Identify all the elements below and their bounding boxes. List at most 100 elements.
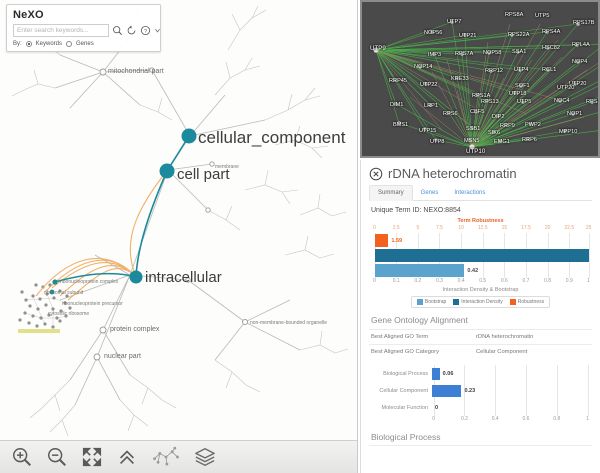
search-card[interactable]: NeXO ? By: xyxy=(6,4,161,52)
page-title: rDNA heterochromatin xyxy=(388,166,517,181)
radio-keywords[interactable] xyxy=(25,41,32,47)
go-bar-row-biological-process: Biological Process 0.06 xyxy=(369,365,592,382)
axis-tick: 0.2 xyxy=(414,278,422,284)
go-category-label: Molecular Function xyxy=(381,404,428,411)
legend-swatch-robustness xyxy=(509,299,516,305)
axis-tick: 7.5 xyxy=(435,225,443,231)
hub-node-utp9 xyxy=(373,47,379,53)
axis-tick: 0.8 xyxy=(544,278,552,284)
fit-screen-icon[interactable] xyxy=(81,446,103,468)
axis-tick: 17.5 xyxy=(521,225,531,231)
search-icon[interactable] xyxy=(112,25,123,36)
node-cellular-component xyxy=(181,128,197,144)
legend-label: Interaction Density xyxy=(461,299,503,305)
ontology-tree-panel[interactable]: mitochondrial part cellular_component me… xyxy=(0,0,358,473)
axis-tick: 1 xyxy=(587,278,591,284)
tab-summary[interactable]: Summary xyxy=(369,185,413,201)
network-icon[interactable] xyxy=(151,446,181,468)
go-bar-track: 0.06 xyxy=(432,365,592,382)
zoom-out-icon[interactable] xyxy=(46,446,68,468)
table-row: Best Aligned GO Category Cellular Compon… xyxy=(369,344,592,359)
tab-interactions[interactable]: Interactions xyxy=(454,190,486,196)
close-circle-icon[interactable] xyxy=(369,167,383,181)
by-label: By: xyxy=(13,41,22,47)
axis-tick: 0.6 xyxy=(522,416,530,422)
unique-term-id: Unique Term ID: NEXO:8854 xyxy=(371,207,461,214)
axis-tick: 0.9 xyxy=(565,278,573,284)
refresh-icon[interactable] xyxy=(126,25,137,36)
go-bar-row-molecular-function: Molecular Function 0 xyxy=(369,399,592,416)
details-header: rDNA heterochromatin xyxy=(369,160,592,185)
axis-tick: 0.8 xyxy=(553,416,561,422)
gene-interaction-network-panel[interactable]: UTP9 RPS8A UTP5 RPS17B UTP7 NOP56 UTP21 … xyxy=(360,0,600,158)
axis-tick: 0.3 xyxy=(435,278,443,284)
bar-value-bootstrap: 0.42 xyxy=(467,267,479,274)
axis-tick: 22.5 xyxy=(564,225,575,231)
ontology-tree-graphic[interactable] xyxy=(0,0,358,473)
axis-tick: 20 xyxy=(544,225,551,231)
layers-icon[interactable] xyxy=(194,446,216,468)
go-category-chart: Biological Process 0.06 Cellular Compone… xyxy=(369,365,592,424)
row-key: Best Aligned GO Term xyxy=(371,334,429,340)
axis-tick: 5 xyxy=(416,225,420,231)
svg-text:?: ? xyxy=(144,29,147,35)
x-axis-label: Interaction Density & Bootstrap xyxy=(442,287,519,293)
chart-title-term-robustness: Term Robustness xyxy=(457,218,504,224)
tab-genes[interactable]: Genes xyxy=(420,190,439,196)
bar-bootstrap xyxy=(374,264,465,277)
search-input[interactable] xyxy=(13,24,109,37)
legend-item-interaction-density: Interaction Density xyxy=(453,299,503,305)
zoom-in-icon[interactable] xyxy=(11,446,33,468)
row-key: Best Aligned GO Category xyxy=(371,349,439,355)
legend-label: Robustness xyxy=(517,299,545,305)
axis-tick: 0.6 xyxy=(500,278,508,284)
go-axis-ticks: 0 0.2 0.4 0.6 0.8 1 xyxy=(369,416,592,424)
hub-node-utp10 xyxy=(469,144,475,150)
go-category-label: Cellular Component xyxy=(379,387,428,394)
details-tabs: Summary Genes Interactions xyxy=(369,185,592,201)
axis-tick: 0.4 xyxy=(457,278,465,284)
app-title: NeXO xyxy=(13,9,44,21)
chevron-down-icon[interactable] xyxy=(154,25,161,36)
axis-tick: 1 xyxy=(586,416,589,422)
gene-network-graphic[interactable] xyxy=(362,2,598,156)
top-axis-ticks: 0 2.5 5 7.5 10 12.5 15 17.5 20 22.5 25 xyxy=(369,225,592,233)
go-bar-value: 0.06 xyxy=(442,370,454,377)
legend-label: Bootstrap xyxy=(424,299,447,305)
axis-tick: 15 xyxy=(501,225,508,231)
radio-keywords-label: Keywords xyxy=(35,41,63,47)
axis-tick: 25 xyxy=(585,225,592,231)
bar-row-bootstrap: 0.42 xyxy=(369,263,592,278)
term-details-panel[interactable]: rDNA heterochromatin Summary Genes Inter… xyxy=(360,160,600,473)
axis-tick: 2.5 xyxy=(392,225,400,231)
axis-tick: 0.4 xyxy=(491,416,499,422)
axis-tick: 0.1 xyxy=(392,278,400,284)
legend-item-robustness: Robustness xyxy=(509,299,545,305)
search-row: ? xyxy=(13,24,160,37)
chevrons-up-icon[interactable] xyxy=(116,446,138,468)
axis-tick: 10 xyxy=(458,225,464,231)
radio-genes-label: Genes xyxy=(76,41,94,47)
term-robustness-chart: Term Robustness 0 2.5 5 7.5 10 12.5 15 1… xyxy=(369,218,592,308)
chart-legend: Bootstrap Interaction Density Robustness xyxy=(410,296,551,308)
legend-item-bootstrap: Bootstrap xyxy=(416,299,447,305)
go-bar-cellular-component xyxy=(432,384,462,397)
help-icon[interactable]: ? xyxy=(140,25,151,36)
legend-swatch-interaction-density xyxy=(453,299,460,305)
go-bar-row-cellular-component: Cellular Component 0.23 xyxy=(369,382,592,399)
search-by-row: By: Keywords Genes xyxy=(13,41,154,47)
table-row: Best Aligned GO Term rDNA heterochromati… xyxy=(369,329,592,344)
section-title-go-alignment: Gene Ontology Alignment xyxy=(371,315,468,325)
axis-tick: 0 xyxy=(373,278,376,284)
go-bar-track: 0 xyxy=(432,399,592,416)
axis-tick: 0 xyxy=(432,416,436,422)
axis-tick: 0 xyxy=(373,225,376,231)
axis-tick: 12.5 xyxy=(477,225,488,231)
radio-genes[interactable] xyxy=(66,41,73,47)
go-bar-value: 0.23 xyxy=(464,387,476,394)
go-bar-track: 0.23 xyxy=(432,382,592,399)
bar-row-interaction-density xyxy=(369,248,592,263)
axis-tick: 0.5 xyxy=(479,278,487,284)
bar-value-robustness: 1.59 xyxy=(391,237,403,244)
